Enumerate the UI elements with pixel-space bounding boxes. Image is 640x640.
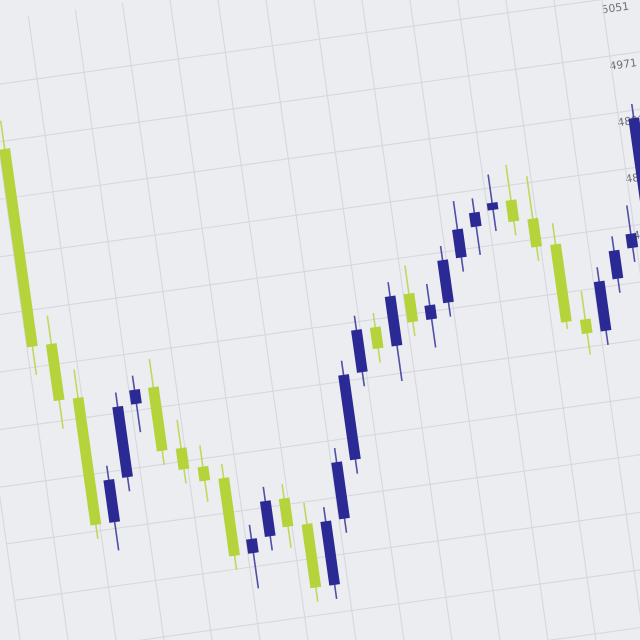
grid-line <box>6 441 640 545</box>
vertical-grid-line <box>121 2 223 640</box>
candle-body <box>246 538 259 554</box>
candle-body <box>424 304 438 321</box>
grid-line <box>0 45 640 150</box>
candle-body <box>112 405 133 478</box>
vertical-grid-line <box>74 9 176 640</box>
grid-line <box>0 158 640 263</box>
vertical-grid-line <box>451 0 552 640</box>
candle-body <box>468 211 482 228</box>
candle-body <box>103 479 121 523</box>
vertical-grid-line <box>498 0 599 640</box>
grid-line <box>0 384 640 488</box>
candle-body <box>259 500 276 538</box>
candle-body <box>625 232 639 249</box>
candle-body <box>550 243 572 323</box>
vertical-grid-line <box>404 0 505 640</box>
candle-body <box>0 148 38 348</box>
candle-body <box>403 292 419 323</box>
candle-body <box>197 465 211 482</box>
candle-body <box>527 217 543 248</box>
candle-body <box>301 523 322 589</box>
vertical-grid-line <box>27 15 129 640</box>
candle-body <box>608 249 624 280</box>
vertical-grid-line <box>592 0 640 640</box>
grid-line <box>14 497 640 601</box>
candle-body <box>486 202 499 211</box>
vertical-grid-line <box>263 0 364 640</box>
grid-line <box>30 610 640 640</box>
vertical-grid-line <box>168 0 270 640</box>
grid-line <box>0 328 640 432</box>
candle-body <box>72 396 102 526</box>
candle-body <box>147 386 168 452</box>
vertical-grid-line <box>215 0 317 640</box>
y-tick-label: 5051 <box>601 0 630 16</box>
candle-wick <box>248 524 260 589</box>
candle-body <box>331 461 350 520</box>
candle-body <box>320 520 340 586</box>
grid-line <box>0 215 640 319</box>
candle-body <box>175 447 190 470</box>
candle-body <box>369 326 384 350</box>
vertical-grid-line <box>545 0 640 640</box>
candle-body <box>452 228 467 259</box>
candle-body <box>351 329 368 373</box>
grid-line <box>0 271 640 375</box>
vertical-grid-line <box>0 22 81 640</box>
candle-body <box>129 389 142 405</box>
candle-body <box>628 117 640 232</box>
candle-body <box>579 318 593 335</box>
grid-line <box>0 0 640 93</box>
candle-body <box>45 343 65 402</box>
candle-body <box>338 374 361 461</box>
vertical-grid-line <box>0 29 34 640</box>
candle-body <box>384 295 403 347</box>
candle-body <box>278 497 294 528</box>
candle-body <box>505 199 520 223</box>
vertical-grid-line <box>357 0 458 640</box>
y-tick-label: 4971 <box>609 56 638 73</box>
candle-body <box>437 259 454 304</box>
grid-line <box>0 102 640 206</box>
candle-body <box>218 477 240 557</box>
candle-body <box>593 280 612 332</box>
